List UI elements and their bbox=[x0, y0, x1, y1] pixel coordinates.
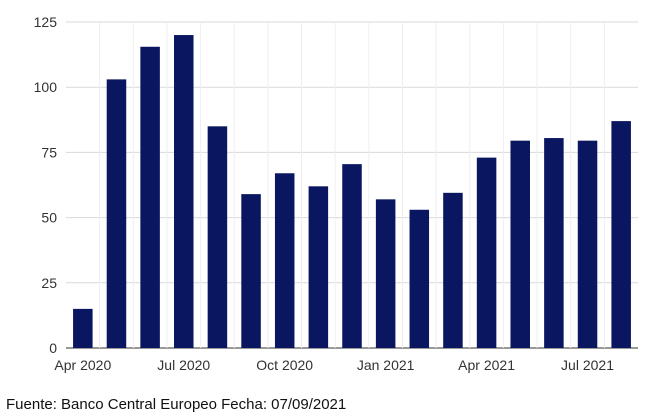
bar-dec-2020 bbox=[342, 164, 362, 348]
x-tick-label: Jul 2021 bbox=[561, 357, 614, 373]
bar-apr-2020 bbox=[73, 308, 93, 348]
x-tick-label: Apr 2021 bbox=[458, 357, 515, 373]
y-tick-label: 75 bbox=[41, 144, 57, 160]
bar-feb-2021 bbox=[409, 209, 430, 348]
bar-jan-2021 bbox=[375, 199, 396, 348]
bar-aug-2020 bbox=[207, 126, 228, 348]
y-tick-label: 0 bbox=[49, 340, 57, 356]
bar-jun-2020 bbox=[140, 46, 160, 348]
bar-mar-2021 bbox=[443, 192, 463, 348]
bar-chart: 0 25 50 75 100 125 Apr 2020 Jul 2020 Oct 2020 Ja… bbox=[34, 14, 638, 373]
y-tick-label: 125 bbox=[34, 14, 58, 30]
y-tick-label: 25 bbox=[41, 275, 57, 291]
bar-nov-2020 bbox=[308, 186, 329, 348]
x-axis-ticks: Apr 2020 Jul 2020 Oct 2020 Jan 2021 Apr 2021… bbox=[54, 357, 614, 373]
bar-oct-2020 bbox=[274, 173, 295, 348]
bar-sep-2020 bbox=[241, 194, 261, 348]
y-tick-label: 50 bbox=[41, 210, 57, 226]
y-axis-ticks: 0 25 50 75 100 125 bbox=[34, 14, 58, 356]
x-tick-label: Apr 2020 bbox=[54, 357, 111, 373]
bar-may-2021 bbox=[510, 140, 530, 348]
bar-apr-2021 bbox=[476, 157, 497, 348]
x-tick-label: Oct 2020 bbox=[256, 357, 313, 373]
bar-jun-2021 bbox=[544, 138, 564, 348]
bar-may-2020 bbox=[106, 79, 127, 348]
bar-jul-2021 bbox=[577, 140, 598, 348]
source-note: Fuente: Banco Central Europeo Fecha: 07/… bbox=[6, 396, 347, 413]
x-tick-label: Jan 2021 bbox=[357, 357, 415, 373]
bar-aug-2021 bbox=[611, 121, 631, 348]
y-tick-label: 100 bbox=[34, 79, 58, 95]
x-tick-label: Jul 2020 bbox=[157, 357, 210, 373]
bars bbox=[73, 35, 631, 348]
gridlines bbox=[66, 21, 638, 349]
bar-jul-2020 bbox=[174, 35, 194, 348]
